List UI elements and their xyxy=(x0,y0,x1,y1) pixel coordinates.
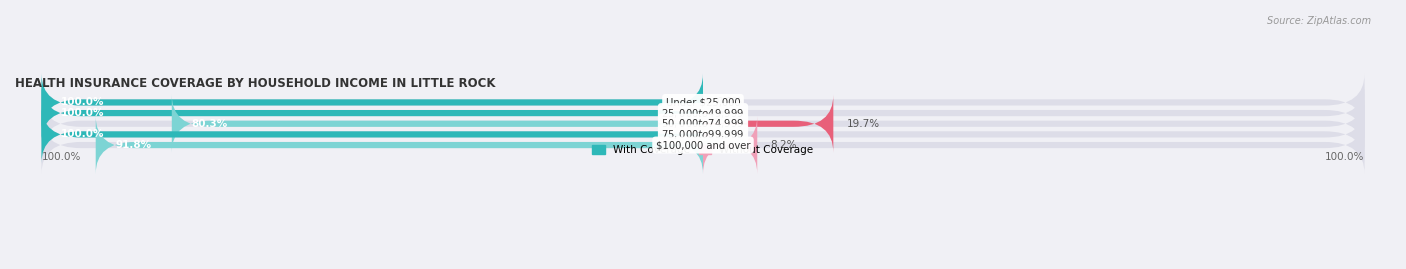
Text: HEALTH INSURANCE COVERAGE BY HOUSEHOLD INCOME IN LITTLE ROCK: HEALTH INSURANCE COVERAGE BY HOUSEHOLD I… xyxy=(15,77,495,90)
Text: 100.0%: 100.0% xyxy=(1326,152,1365,162)
Text: 19.7%: 19.7% xyxy=(846,119,880,129)
FancyBboxPatch shape xyxy=(703,116,758,174)
Text: Source: ZipAtlas.com: Source: ZipAtlas.com xyxy=(1267,16,1371,26)
Text: 0.0%: 0.0% xyxy=(716,97,742,107)
Text: $75,000 to $99,999: $75,000 to $99,999 xyxy=(661,128,745,141)
Text: 0.0%: 0.0% xyxy=(716,108,742,118)
Text: 100.0%: 100.0% xyxy=(62,129,105,139)
Text: Under $25,000: Under $25,000 xyxy=(665,97,741,107)
FancyBboxPatch shape xyxy=(41,95,1365,153)
FancyBboxPatch shape xyxy=(41,116,1365,174)
Text: $100,000 and over: $100,000 and over xyxy=(655,140,751,150)
Text: 100.0%: 100.0% xyxy=(62,108,105,118)
Text: 100.0%: 100.0% xyxy=(41,152,80,162)
Text: 80.3%: 80.3% xyxy=(191,119,228,129)
Text: $50,000 to $74,999: $50,000 to $74,999 xyxy=(661,117,745,130)
FancyBboxPatch shape xyxy=(41,105,703,163)
FancyBboxPatch shape xyxy=(41,84,703,142)
FancyBboxPatch shape xyxy=(41,73,703,131)
FancyBboxPatch shape xyxy=(172,95,703,153)
Text: 0.0%: 0.0% xyxy=(716,129,742,139)
Text: 91.8%: 91.8% xyxy=(115,140,152,150)
Text: 100.0%: 100.0% xyxy=(62,97,105,107)
Legend: With Coverage, Without Coverage: With Coverage, Without Coverage xyxy=(588,141,818,159)
Text: 8.2%: 8.2% xyxy=(770,140,797,150)
FancyBboxPatch shape xyxy=(703,95,834,153)
FancyBboxPatch shape xyxy=(41,84,1365,142)
Text: $25,000 to $49,999: $25,000 to $49,999 xyxy=(661,107,745,120)
FancyBboxPatch shape xyxy=(96,116,703,174)
FancyBboxPatch shape xyxy=(41,73,1365,131)
FancyBboxPatch shape xyxy=(41,105,1365,163)
